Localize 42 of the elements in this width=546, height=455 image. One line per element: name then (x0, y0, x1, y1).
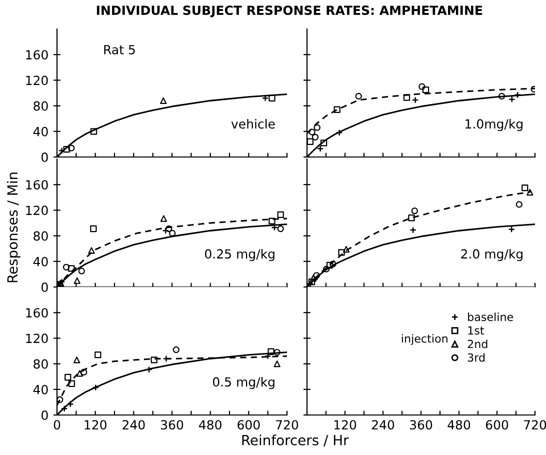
y-tick-label: 40 (33, 126, 48, 136)
y-tick-label: 0 (42, 152, 48, 162)
y-tick-label: 120 (26, 206, 48, 216)
x-tick-label: 240 (372, 420, 394, 430)
x-tick-label: 120 (84, 420, 106, 430)
y-tick-label: 40 (33, 384, 48, 394)
legend-label: baseline (468, 312, 514, 322)
y-tick-label: 120 (26, 76, 48, 86)
annotation: vehicle (231, 118, 275, 129)
legend-label: 3rd (468, 353, 485, 362)
x-tick-label: 240 (122, 420, 145, 430)
x-tick-label: 600 (486, 420, 508, 430)
annotation: injection (402, 334, 448, 345)
annotation: 0.5 mg/kg (212, 376, 274, 390)
x-tick-label: 360 (161, 420, 184, 430)
annotation: 2.0 mg/kg (461, 248, 522, 262)
y-tick-label: 40 (33, 256, 48, 266)
y-tick-label: 160 (26, 50, 48, 60)
legend-label: 1st (468, 326, 484, 335)
y-tick-label: 80 (34, 359, 48, 369)
y-tick-label: 80 (34, 101, 48, 111)
x-axis-title: Reinforcers / Hr (242, 434, 349, 446)
x-tick-label: 480 (448, 420, 470, 430)
y-tick-label: 0 (42, 282, 48, 292)
x-tick-label: 120 (334, 420, 356, 430)
y-tick-label: 160 (26, 180, 48, 190)
annotation: 1.0mg/kg (466, 118, 522, 132)
annotation: 0.25 mg/kg (205, 248, 274, 262)
y-tick-label: 80 (34, 231, 48, 241)
y-tick-label: 160 (26, 308, 48, 318)
legend-label: 2nd (468, 340, 488, 348)
x-tick-label: 0 (54, 420, 60, 430)
annotation: Rat 5 (104, 45, 135, 54)
y-axis-title: Responses / Min (6, 172, 20, 282)
x-tick-label: 720 (276, 420, 298, 430)
chart-title: INDIVIDUAL SUBJECT RESPONSE RATES: AMPHETAMINE (96, 6, 482, 18)
y-tick-label: 0 (42, 410, 48, 420)
x-tick-label: 600 (238, 420, 260, 430)
y-tick-label: 120 (26, 334, 48, 344)
x-tick-label: 480 (199, 420, 222, 430)
x-tick-label: 720 (524, 420, 546, 430)
x-tick-label: 360 (410, 420, 432, 430)
